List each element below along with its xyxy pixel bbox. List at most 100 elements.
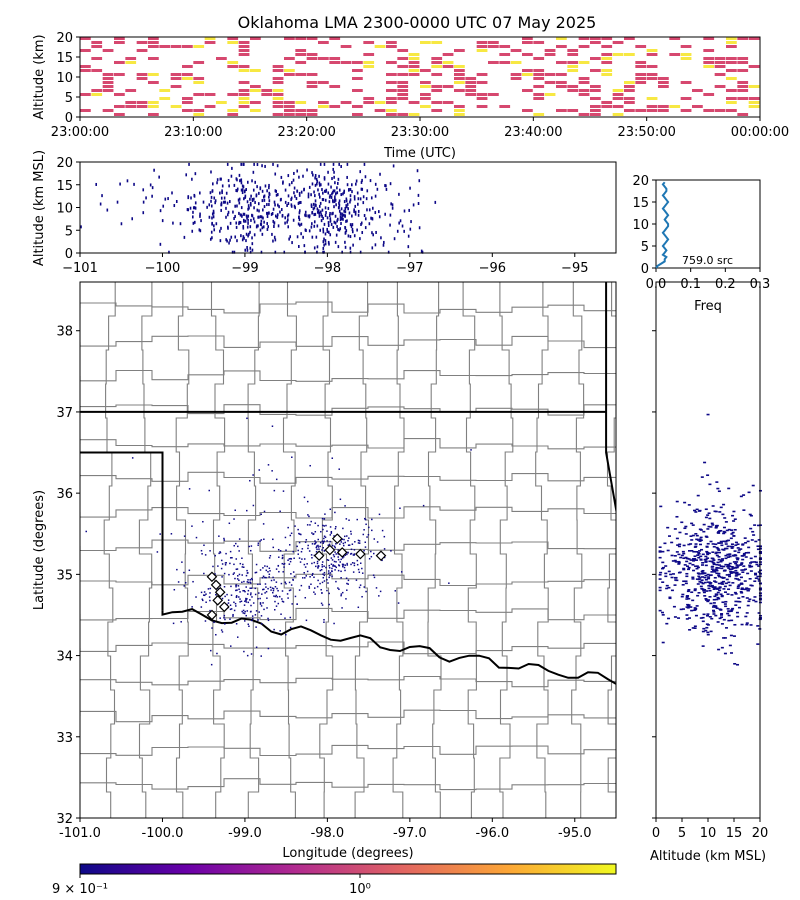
lon-alt-point xyxy=(211,222,213,226)
lon-alt-point xyxy=(292,218,295,222)
lon-alt-point xyxy=(240,181,243,185)
lon-alt-point xyxy=(251,179,253,183)
plan-view-point xyxy=(275,581,278,583)
lon-alt-point xyxy=(369,179,372,183)
plan-view-xtick-label: -96.0 xyxy=(475,826,509,841)
plan-view-point xyxy=(259,597,261,600)
alt-lat-point xyxy=(700,548,704,551)
lon-alt-point xyxy=(331,177,333,181)
alt-lat-point xyxy=(681,550,685,553)
alt-lat-point xyxy=(718,530,722,532)
time-height-cell xyxy=(306,73,318,76)
alt-lat-point xyxy=(690,549,694,552)
alt-lat-point xyxy=(717,531,721,533)
time-height-cell xyxy=(680,97,692,100)
plan-view-point xyxy=(240,600,243,603)
lon-alt-point xyxy=(323,176,326,180)
plan-view-point xyxy=(298,541,301,544)
lon-alt-point xyxy=(343,189,346,193)
plan-view-ylabel: Latitude (degrees) xyxy=(32,490,47,610)
plan-view-point xyxy=(238,596,240,598)
lon-alt-point xyxy=(258,215,260,219)
plan-view-point xyxy=(249,581,251,584)
alt-lat-point xyxy=(724,541,728,543)
alt-lat-point xyxy=(685,560,689,563)
time-height-cell xyxy=(170,105,182,108)
lon-alt-point xyxy=(312,207,315,211)
time-height-xtick-label: 23:30:00 xyxy=(391,125,449,140)
alt-lat-point xyxy=(704,564,708,567)
plan-view-point xyxy=(315,551,318,553)
lon-alt-point xyxy=(80,225,82,229)
time-height-cell xyxy=(556,81,567,84)
lon-alt-point xyxy=(162,204,165,208)
plan-view-point xyxy=(238,588,240,591)
alt-lat-point xyxy=(750,561,754,563)
lon-alt-point xyxy=(249,230,251,234)
plan-view-point xyxy=(334,551,336,553)
time-height-cell xyxy=(408,57,420,60)
alt-lat-point xyxy=(724,582,728,585)
lon-alt-point xyxy=(314,176,316,180)
alt-lat-point xyxy=(728,644,732,647)
plan-view-point xyxy=(278,570,280,573)
lon-alt-point xyxy=(198,228,201,232)
time-height-cell xyxy=(465,93,477,96)
time-height-cell xyxy=(408,61,420,64)
alt-lat-point xyxy=(682,552,686,555)
plan-view-point xyxy=(235,558,238,560)
time-height-cell xyxy=(624,37,635,40)
time-height-cell xyxy=(238,69,250,72)
plan-view-point xyxy=(209,592,211,594)
lon-alt-point xyxy=(349,235,352,239)
alt-lat-point xyxy=(709,602,713,605)
alt-lat-point xyxy=(664,572,668,575)
county-line xyxy=(210,282,226,818)
alt-lat-point xyxy=(685,614,689,616)
plan-view-point xyxy=(321,549,323,551)
plan-view-point xyxy=(279,630,281,632)
lon-alt-point xyxy=(279,198,282,202)
lon-alt-point xyxy=(351,183,353,187)
time-height-cell xyxy=(102,85,114,88)
alt-lat-point xyxy=(658,578,662,580)
time-height-cell xyxy=(397,81,409,84)
lon-alt-point xyxy=(387,250,390,254)
alt-lat-point xyxy=(712,562,716,565)
lon-alt-point xyxy=(353,234,356,238)
time-height-panel: 23:00:00 23:10:00 23:20:00 23:30:00 23:40:00… xyxy=(32,31,789,161)
time-height-cell xyxy=(284,73,295,76)
plan-view-point xyxy=(363,586,366,588)
lon-alt-point xyxy=(261,164,263,168)
plan-view-point xyxy=(270,579,273,582)
plan-view-point xyxy=(333,555,336,558)
plan-view-point xyxy=(255,626,257,628)
alt-lat-point xyxy=(710,617,714,620)
lon-alt-point xyxy=(234,214,236,218)
lon-alt-point xyxy=(310,204,313,208)
alt-lat-point xyxy=(740,587,744,590)
time-height-cell xyxy=(454,65,465,68)
lon-alt-point xyxy=(253,233,256,237)
alt-hist-ytick-label: 10 xyxy=(632,218,649,233)
time-height-cell xyxy=(125,57,137,60)
time-height-cell xyxy=(533,73,545,76)
lon-alt-point xyxy=(270,212,273,216)
alt-lat-point xyxy=(734,593,738,595)
alt-lat-point xyxy=(694,543,698,545)
lon-alt-point xyxy=(210,204,213,208)
lon-alt-point xyxy=(417,202,420,206)
plan-view-point xyxy=(310,583,312,586)
time-height-cell xyxy=(533,97,545,100)
alt-lat-point xyxy=(737,606,741,609)
alt-lat-point xyxy=(687,568,691,571)
alt-lat-point xyxy=(712,598,716,601)
plan-view-point xyxy=(323,621,325,623)
lon-alt-point xyxy=(268,183,270,187)
time-height-cell xyxy=(306,37,318,40)
lon-alt-point xyxy=(324,239,327,243)
plan-view-point xyxy=(383,535,386,538)
lon-alt-point xyxy=(240,188,243,192)
county-line xyxy=(535,282,549,818)
lon-alt-xtick-label: −95 xyxy=(561,261,588,276)
